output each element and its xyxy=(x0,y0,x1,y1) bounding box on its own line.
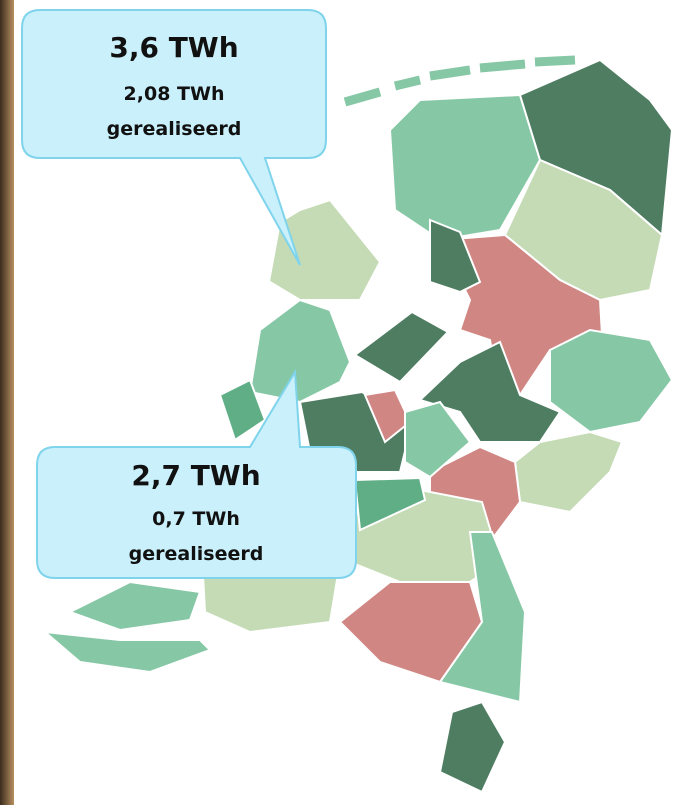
map: 3,6 TWh 2,08 TWh gerealiseerd 2,7 TWh 0,… xyxy=(0,0,674,805)
callout-realised: 0,7 TWh xyxy=(152,508,240,530)
page: 3,6 TWh 2,08 TWh gerealiseerd 2,7 TWh 0,… xyxy=(0,0,674,805)
callout-realised: 2,08 TWh xyxy=(124,83,225,105)
callout-note: gerealiseerd xyxy=(107,118,242,140)
regions xyxy=(45,60,672,792)
callout: 3,6 TWh 2,08 TWh gerealiseerd xyxy=(22,10,326,265)
photo-edge xyxy=(0,0,14,805)
callout-total: 3,6 TWh xyxy=(109,31,238,64)
callout-note: gerealiseerd xyxy=(129,543,264,565)
callout-total: 2,7 TWh xyxy=(131,459,260,492)
